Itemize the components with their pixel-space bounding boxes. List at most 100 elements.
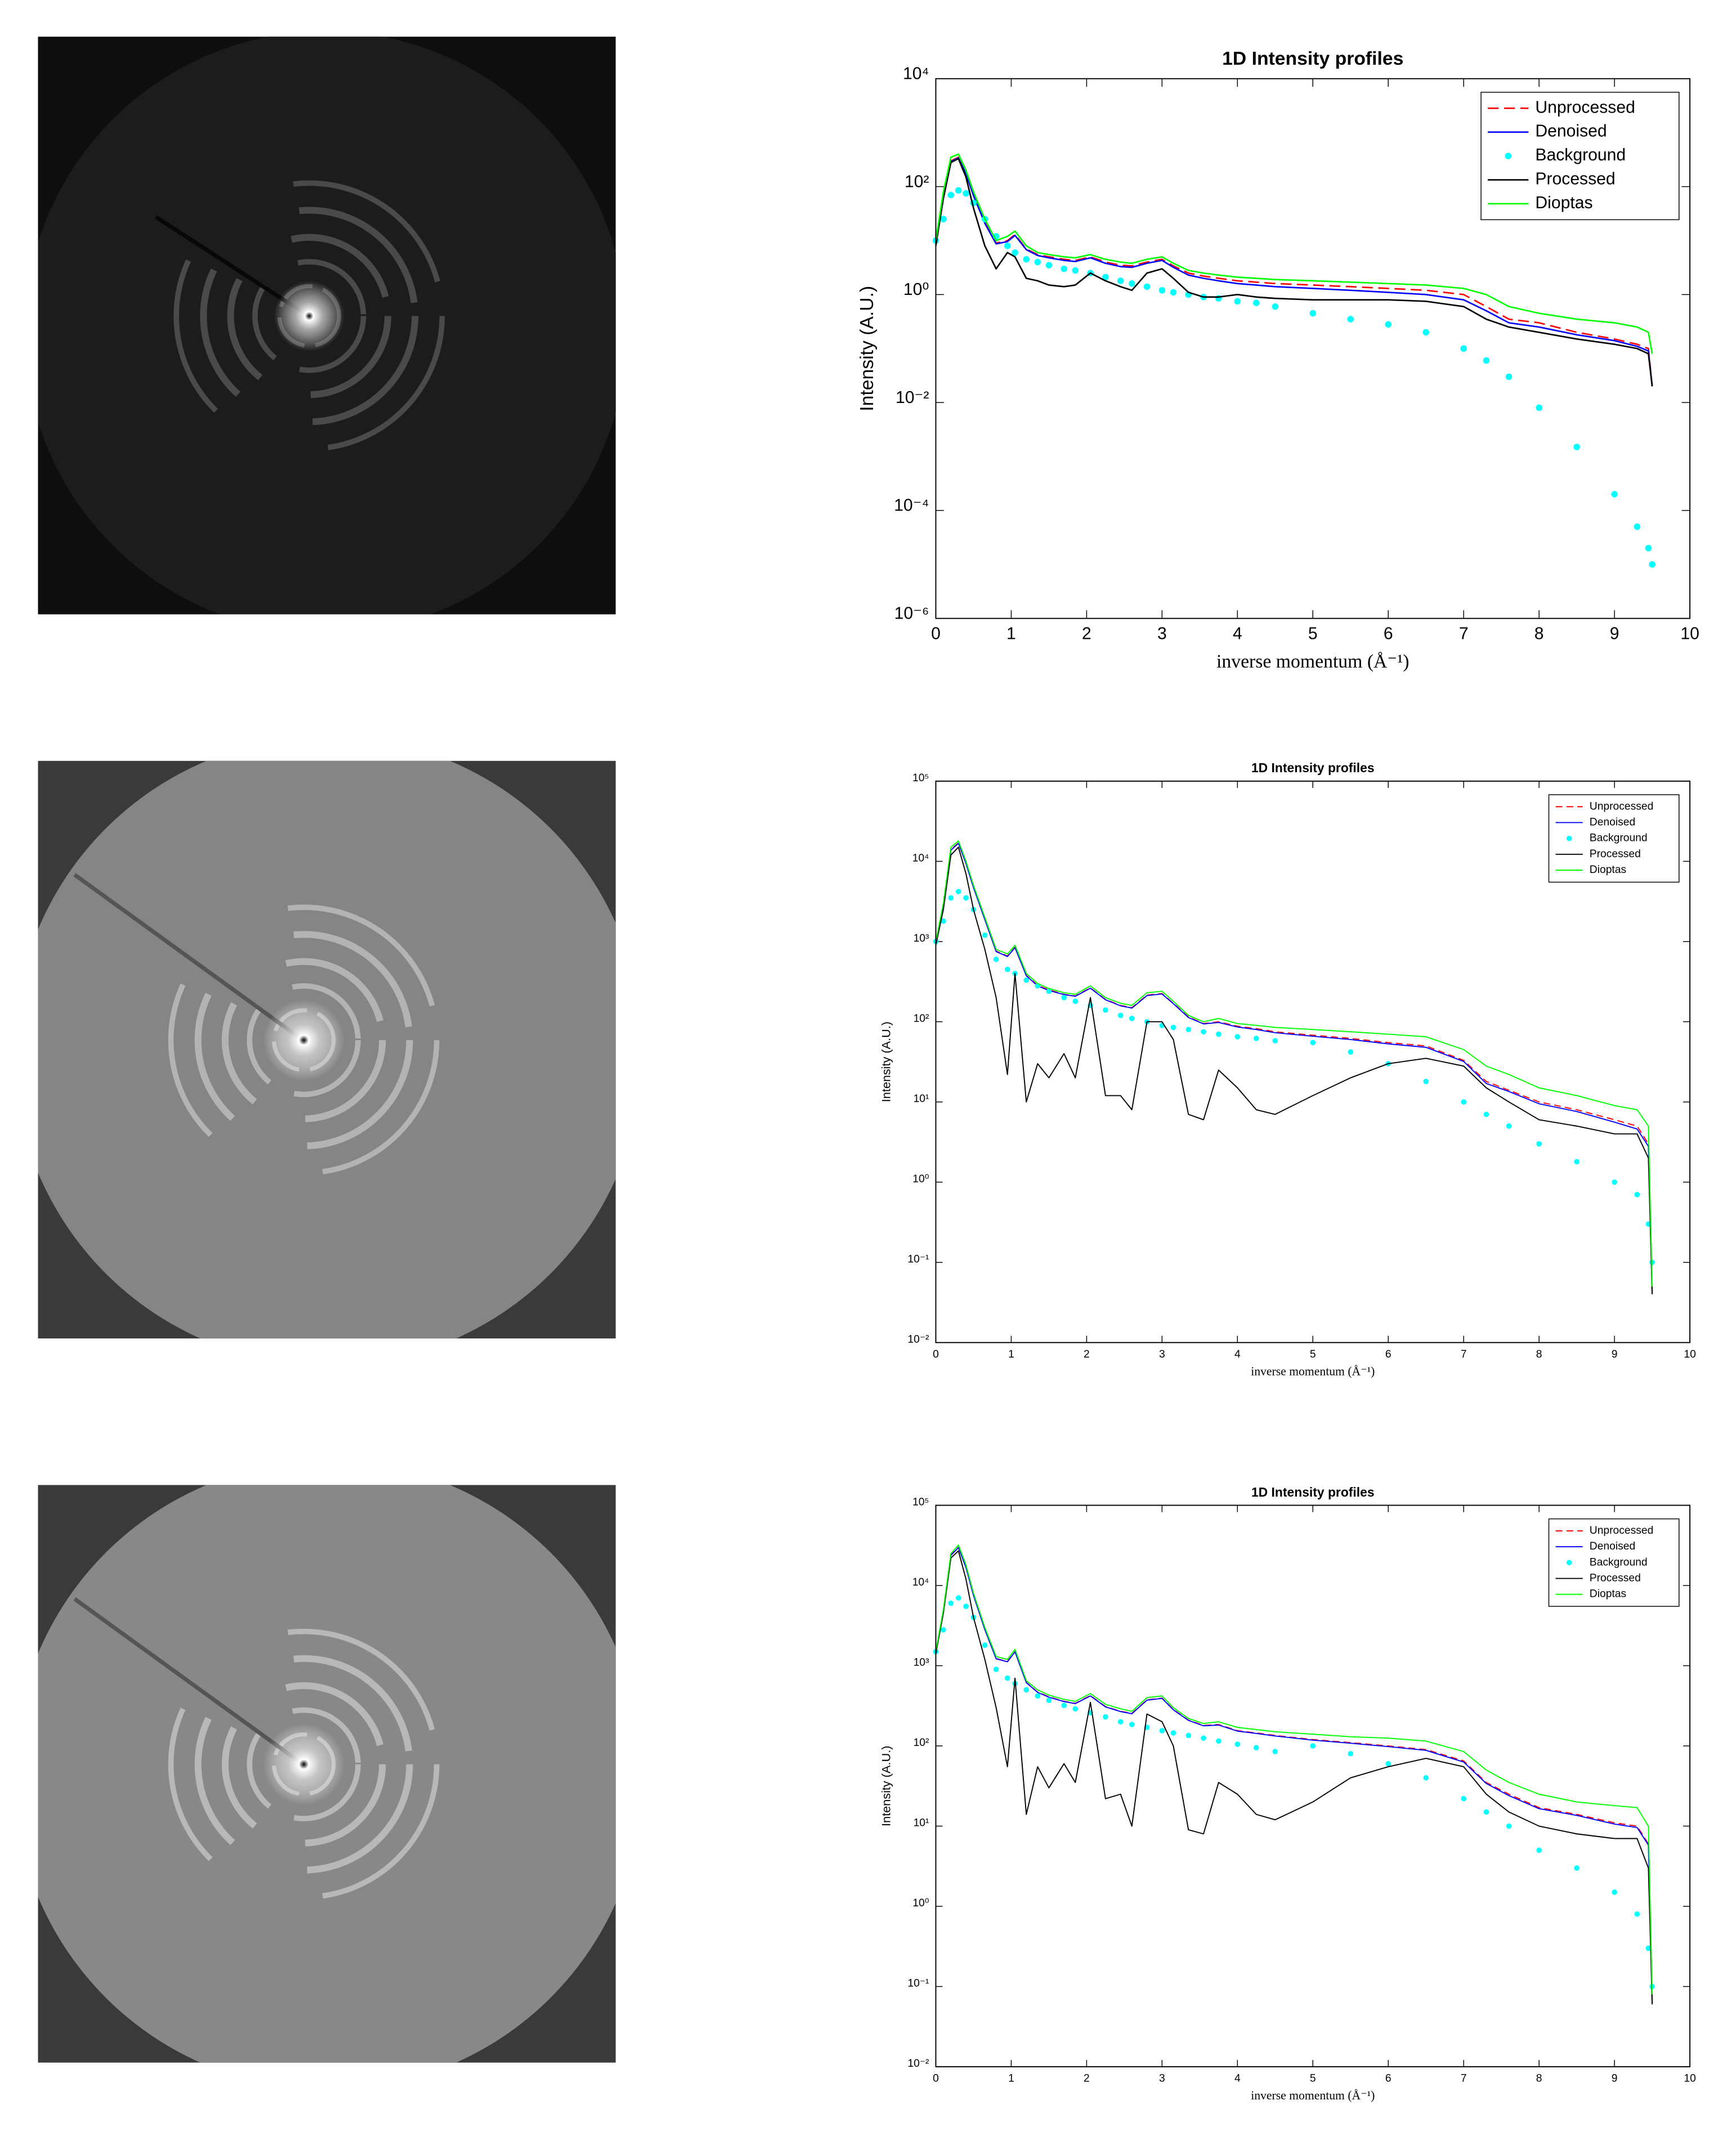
data-point [1072,267,1079,274]
data-point [1004,1675,1010,1681]
y-tick-label: 10⁻¹ [907,1978,929,1990]
chart-title: 1D Intensity profiles [1222,48,1403,69]
beam-center [274,280,344,352]
data-point [1483,357,1490,364]
y-tick-label: 10⁻¹ [907,1253,929,1265]
series-line [935,843,1653,1295]
x-tick-label: 5 [1310,1349,1316,1360]
y-tick-label: 10² [905,172,929,191]
data-point [948,1600,954,1606]
data-point [1272,1038,1278,1044]
y-axis-label: Intensity (A.U.) [879,1022,893,1102]
y-tick-label: 10² [914,1737,929,1749]
data-point [1234,1034,1241,1040]
y-tick-label: 10⁻² [907,2058,929,2070]
series-line [935,1550,1653,2005]
data-point [1645,545,1652,552]
data-point [1046,988,1052,994]
data-point [1612,1889,1617,1895]
x-tick-label: 6 [1385,1349,1392,1360]
x-tick-label: 1 [1008,1349,1014,1360]
data-point [1072,998,1079,1004]
x-tick-label: 2 [1084,2073,1090,2085]
data-point [1649,561,1656,568]
y-tick-label: 10⁴ [903,65,929,83]
legend-label: Processed [1590,1573,1641,1584]
legend-label: Denoised [1590,1541,1635,1552]
legend-box [1480,92,1680,221]
axes-box [935,78,1691,619]
data-point [940,216,947,223]
data-point [1253,299,1260,306]
series-line [935,840,1653,1287]
x-tick-label: 7 [1461,2073,1467,2085]
x-tick-label: 3 [1159,1349,1165,1360]
data-point [1645,1945,1652,1951]
series-line [935,157,1653,387]
x-tick-label: 9 [1612,2073,1618,2085]
data-point [1634,1192,1640,1198]
legend-swatch [1566,835,1572,841]
x-axis-label: inverse momentum (Å⁻¹) [1216,651,1410,672]
y-tick-label: 10² [914,1013,929,1025]
x-tick-label: 1 [1008,2073,1014,2085]
series-line [935,1544,1653,1995]
x-tick-label: 0 [931,625,941,643]
legend-label: Dioptas [1590,864,1626,876]
y-tick-label: 10⁵ [912,1497,929,1508]
beam-center [263,1723,344,1805]
legend-label: Denoised [1590,817,1635,829]
data-point [1128,280,1135,287]
x-tick-label: 3 [1159,2073,1165,2085]
data-point [1573,444,1580,450]
x-tick-label: 7 [1461,1349,1467,1360]
y-tick-label: 10⁴ [912,1577,929,1588]
y-tick-label: 10⁴ [912,853,929,865]
data-point [1385,1761,1392,1767]
x-tick-label: 7 [1459,625,1469,643]
data-point [1170,1730,1176,1736]
plot-series [932,153,1656,568]
legend: Unprocessed Denoised Background Processed Di… [1548,1518,1680,1607]
y-tick-label: 10⁵ [912,772,929,784]
data-point [1423,1078,1429,1085]
plot-series [933,840,1655,1295]
series-line [935,153,1653,354]
data-point [1536,1847,1542,1853]
data-point [1103,1714,1108,1720]
data-point [1348,1750,1354,1757]
data-point [1129,1722,1135,1727]
data-point [1634,523,1641,530]
data-point [1034,258,1041,266]
series-line [935,847,1653,1295]
x-tick-label: 6 [1385,2073,1392,2085]
data-point [1216,1031,1222,1037]
beam-stop [73,1597,303,1765]
data-point [1046,1698,1052,1703]
y-tick-label: 10⁻² [896,388,929,407]
legend-label: Unprocessed [1590,1525,1654,1537]
diffraction-image [38,760,616,1339]
chart: 1D Intensity profiles 10⁻⁶ 10⁻⁴ 10⁻² 10⁰ 10² 1… [856,48,1699,672]
data-point [1611,491,1618,498]
x-tick-label: 8 [1536,2073,1542,2085]
data-point [1253,1745,1259,1750]
data-point [1234,298,1241,305]
legend: Unprocessed Denoised Background Processed Di… [1480,92,1680,221]
diffraction-image [38,1485,616,2063]
data-point [1310,1743,1316,1749]
y-tick-label: 10⁰ [912,1174,929,1185]
data-point [1347,316,1354,323]
x-tick-label: 3 [1157,625,1167,643]
data-point [1348,1049,1354,1055]
series-line [935,1547,1653,2005]
beam-stop [73,873,303,1041]
y-tick-label: 10³ [914,1657,929,1669]
legend-label: Processed [1535,169,1615,188]
data-point [1129,1015,1135,1022]
data-point [941,918,946,924]
beam-center [263,999,344,1081]
y-axis-label: Intensity (A.U.) [856,286,878,411]
